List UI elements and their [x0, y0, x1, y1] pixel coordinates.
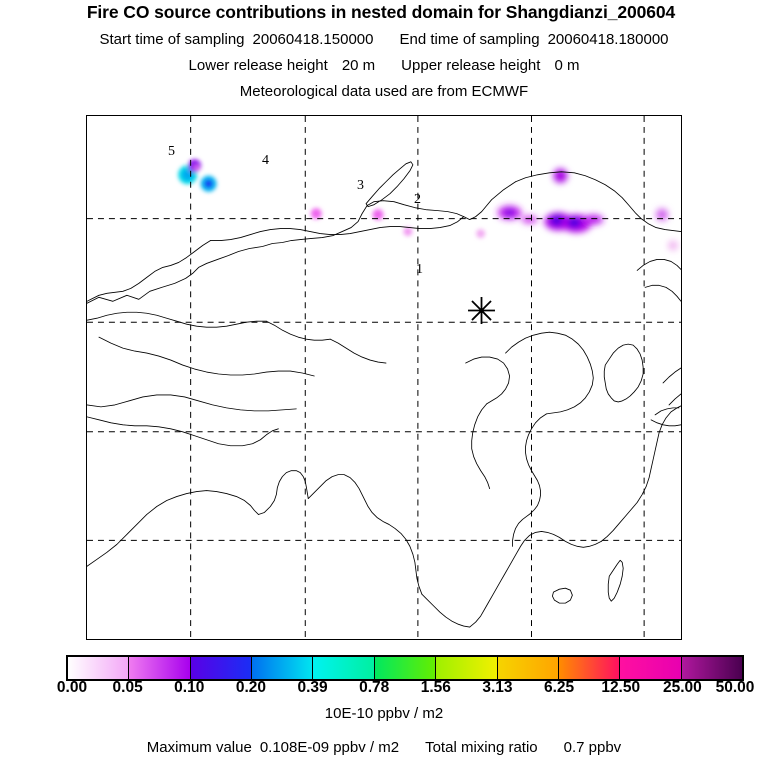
- colorbar-tick-11: 50.00: [715, 679, 755, 696]
- colorbar-segment-1: [129, 657, 191, 679]
- total-mixing-ratio-value: 0.7 ppbv: [563, 739, 622, 756]
- end-time-label: End time of sampling: [399, 30, 540, 48]
- colorbar-tick-labels: 0.00 0.05 0.10 0.20 0.39 0.78 1.56 3.13 6.25 12.5…: [0, 680, 768, 702]
- colorbar-segment-10: [681, 657, 742, 679]
- upper-release-height-label: Upper release height: [401, 56, 541, 74]
- colorbar-tick-5: 0.78: [359, 679, 390, 696]
- page-title: Fire CO source contributions in nested d…: [86, 2, 676, 22]
- header-text-block: Fire CO source contributions in nested d…: [0, 0, 768, 100]
- colorbar-tick-1: 0.05: [112, 679, 143, 696]
- total-mixing-ratio-label: Total mixing ratio: [425, 739, 538, 756]
- meteorology-line: Meteorological data used are from ECMWF: [239, 82, 529, 100]
- colorbar-segment-2: [190, 657, 253, 679]
- colorbar-segment-8: [558, 657, 621, 679]
- maximum-value: 0.108E-09 ppbv / m2: [259, 739, 400, 756]
- colorbar-segment-4: [313, 657, 375, 679]
- lower-release-height-value: 20 m: [341, 56, 376, 74]
- colorbar-tick-8: 6.25: [543, 679, 575, 696]
- release-height-line: Lower release height 20 m Upper release he…: [0, 47, 768, 73]
- region-label-2: 2: [414, 192, 421, 207]
- region-label-5: 5: [168, 144, 175, 159]
- region-label-3: 3: [357, 178, 364, 193]
- region-label-1: 1: [416, 262, 423, 277]
- footer-summary-line: Maximum value 0.108E-09 ppbv / m2 Total mi…: [0, 740, 768, 755]
- colorbar-tick-9: 12.50: [601, 679, 641, 696]
- maximum-value-label: Maximum value: [146, 739, 252, 756]
- colorbar-tick-0: 0.00: [56, 679, 88, 696]
- graticule-gridlines: [87, 116, 681, 639]
- colorbar-segment-3: [252, 657, 314, 679]
- start-time-value: 20060418.150000: [252, 30, 374, 48]
- colorbar-unit-label: 10E-10 ppbv / m2: [324, 705, 444, 722]
- map-canvas: [87, 116, 681, 639]
- coastline-layer: [87, 161, 681, 628]
- end-time-value: 20060418.180000: [547, 30, 669, 48]
- release-site-star-icon: ✳: [466, 291, 498, 332]
- colorbar: [66, 655, 744, 681]
- colorbar-segment-7: [497, 657, 559, 679]
- colorbar-tick-2: 0.10: [174, 679, 205, 696]
- colorbar-tick-10: 25.00: [662, 679, 702, 696]
- colorbar-segment-0: [68, 657, 130, 679]
- colorbar-segment-6: [436, 657, 498, 679]
- colorbar-segment-9: [620, 657, 682, 679]
- plume-hotspot-layer: [178, 159, 679, 251]
- colorbar-gradient-strip: [66, 655, 744, 681]
- lower-release-height-label: Lower release height: [188, 56, 328, 74]
- upper-release-height-value: 0 m: [554, 56, 580, 74]
- colorbar-segment-5: [374, 657, 437, 679]
- colorbar-tick-3: 0.20: [235, 679, 266, 696]
- colorbar-tick-7: 3.13: [482, 679, 513, 696]
- colorbar-tick-4: 0.39: [297, 679, 328, 696]
- colorbar-tick-6: 1.56: [420, 679, 451, 696]
- region-label-4: 4: [262, 153, 269, 168]
- sampling-time-line: Start time of sampling 20060418.150000 End…: [0, 22, 768, 47]
- map-plot-panel: 5 4 3 2 1 ✳: [86, 115, 682, 640]
- start-time-label: Start time of sampling: [99, 30, 245, 48]
